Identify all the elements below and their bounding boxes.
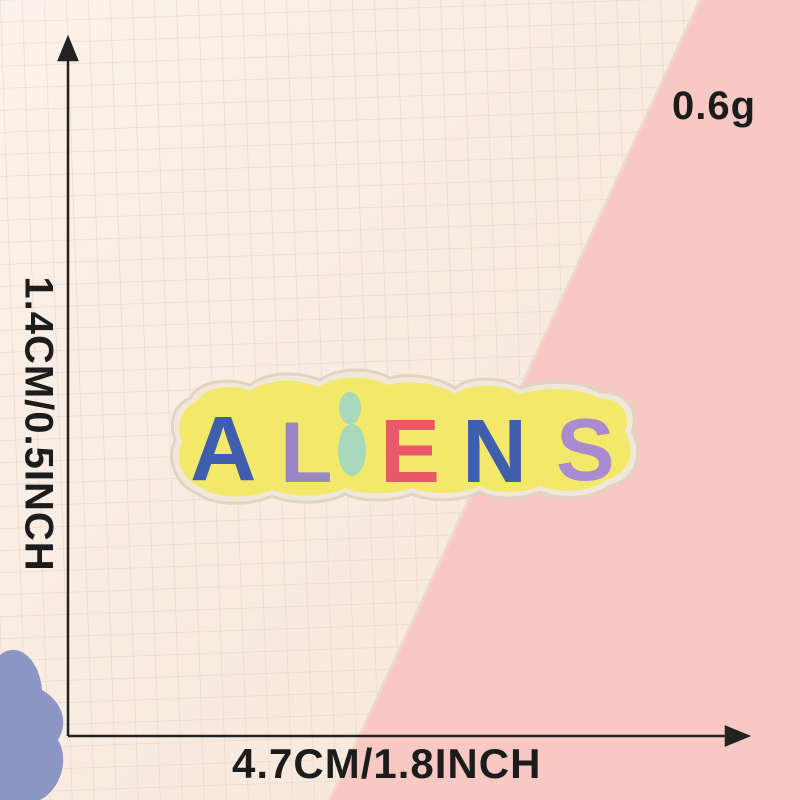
patch-letter-i [338,392,366,476]
dimension-axes [57,34,752,747]
blue-decoration [0,649,64,800]
patch-letter-n: N [462,402,527,502]
width-dimension-label: 4.7CM/1.8INCH [232,740,542,787]
patch-letter-e: E [380,402,440,502]
patch-fill [178,377,631,497]
weight-label: 0.6g [672,84,757,128]
patch-letter-s: S [556,400,615,499]
aliens-patch: A L E N S [170,368,640,505]
patch-letter-a: A [190,398,256,500]
height-dimension-label: 1.4CM/0.5INCH [16,276,61,572]
patch-letter-l: L [280,405,333,501]
